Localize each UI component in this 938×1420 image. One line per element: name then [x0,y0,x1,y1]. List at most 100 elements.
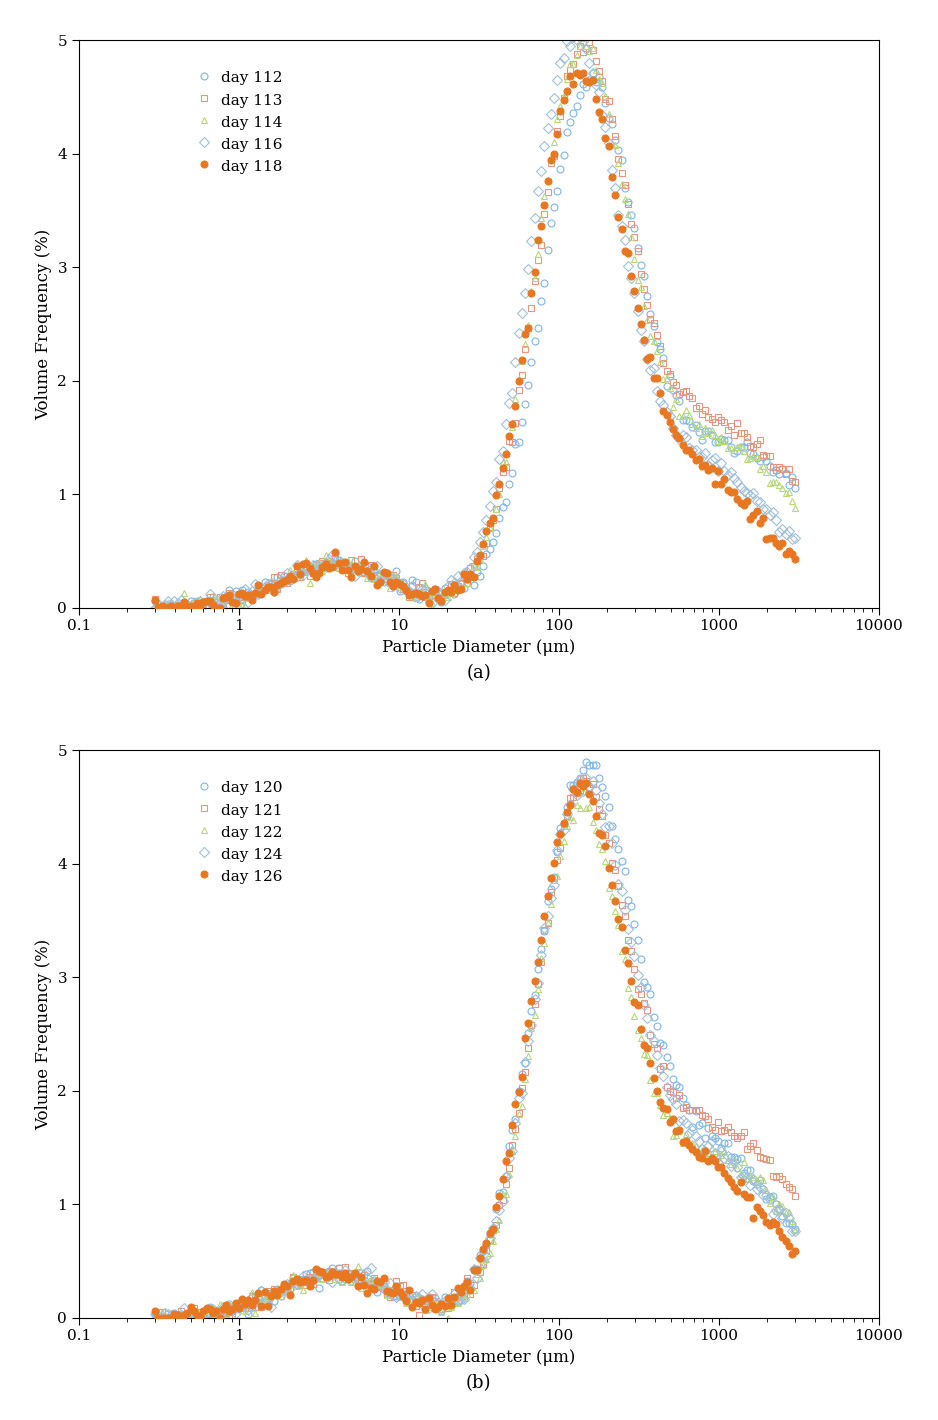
day 120 [324,1262,335,1279]
Line: day 113: day 113 [152,38,799,611]
day 121 [790,1187,801,1204]
Line: day 118: day 118 [152,70,799,611]
Line: day 120: day 120 [152,758,799,1321]
Line: day 121: day 121 [152,775,799,1321]
Text: (a): (a) [466,665,492,683]
X-axis label: Particle Diameter (μm): Particle Diameter (μm) [382,1349,576,1366]
day 114 [790,500,801,517]
day 121 [741,1142,752,1159]
day 113 [324,554,335,571]
day 113 [149,591,160,608]
day 124 [790,1223,801,1240]
day 121 [324,1271,335,1288]
day 121 [178,1308,189,1325]
day 118 [162,599,174,616]
day 121 [191,1309,203,1326]
Line: day 126: day 126 [152,780,799,1321]
Line: day 112: day 112 [152,70,799,611]
day 114 [191,599,203,616]
day 122 [790,1221,801,1238]
day 116 [189,595,200,612]
day 112 [790,480,801,497]
day 114 [324,551,335,568]
day 116 [738,483,749,500]
day 114 [741,450,752,467]
day 120 [178,1306,189,1323]
day 112 [764,457,775,474]
day 121 [272,1282,283,1299]
Legend: day 112, day 113, day 114, day 116, day 118: day 112, day 113, day 114, day 116, day … [190,65,287,179]
day 112 [587,65,598,82]
day 116 [320,559,331,577]
Line: day 122: day 122 [152,788,799,1321]
day 118 [324,559,335,577]
day 116 [149,599,160,616]
day 124 [741,1169,752,1186]
day 124 [324,1268,335,1285]
day 118 [764,530,775,547]
day 126 [324,1268,335,1285]
day 116 [574,27,585,44]
Line: day 116: day 116 [152,33,799,611]
day 112 [741,433,752,450]
day 122 [761,1181,772,1198]
day 126 [191,1306,203,1323]
day 118 [191,594,203,611]
day 120 [272,1282,283,1299]
day 118 [741,493,752,510]
day 120 [149,1305,160,1322]
day 114 [153,599,164,616]
day 116 [268,582,280,599]
day 120 [790,1220,801,1237]
day 116 [175,591,187,608]
day 114 [764,474,775,491]
day 121 [577,770,588,787]
day 121 [149,1309,160,1326]
day 113 [583,34,595,51]
day 124 [581,770,592,787]
day 124 [764,1190,775,1207]
day 120 [764,1189,775,1206]
day 122 [577,782,588,799]
day 113 [191,595,203,612]
day 126 [153,1309,164,1326]
day 124 [191,1306,203,1323]
X-axis label: Particle Diameter (μm): Particle Diameter (μm) [382,639,576,656]
day 113 [153,599,164,616]
day 112 [178,599,189,616]
day 122 [149,1309,160,1326]
day 113 [178,599,189,616]
Y-axis label: Volume Frequency (%): Volume Frequency (%) [35,939,52,1129]
day 116 [790,530,801,547]
day 126 [574,775,585,792]
day 121 [153,1309,164,1326]
day 112 [191,592,203,609]
day 113 [764,447,775,464]
day 120 [581,754,592,771]
day 120 [159,1309,171,1326]
Text: (b): (b) [466,1375,492,1393]
day 122 [189,1305,200,1322]
day 122 [738,1153,749,1170]
day 122 [175,1305,187,1322]
day 114 [149,596,160,613]
day 124 [156,1309,167,1326]
day 112 [149,592,160,609]
day 122 [320,1264,331,1281]
day 118 [272,577,283,594]
day 118 [577,64,588,81]
day 118 [790,551,801,568]
day 126 [764,1217,775,1234]
day 124 [149,1306,160,1323]
day 114 [272,574,283,591]
day 118 [149,592,160,609]
day 126 [272,1287,283,1304]
day 112 [272,568,283,585]
day 113 [272,581,283,598]
day 114 [178,585,189,602]
day 121 [764,1152,775,1169]
day 122 [268,1287,280,1304]
day 113 [741,429,752,446]
day 114 [577,30,588,47]
Y-axis label: Volume Frequency (%): Volume Frequency (%) [35,229,52,419]
